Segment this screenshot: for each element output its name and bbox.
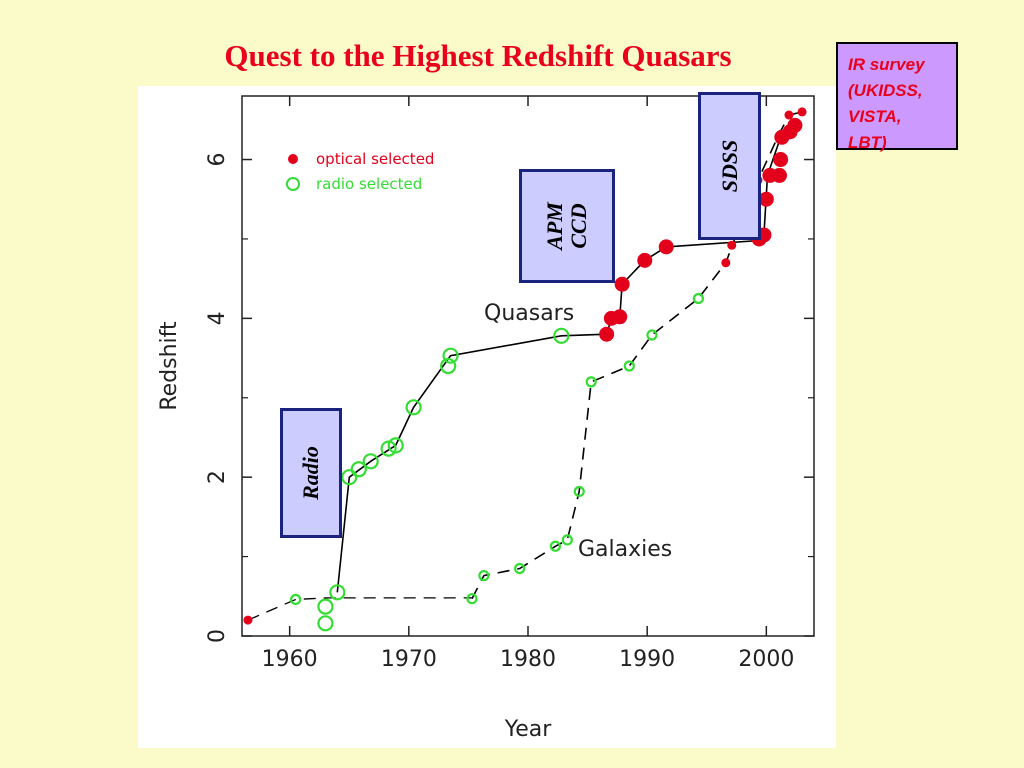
x-axis-label: Year	[504, 717, 553, 742]
radio-point	[440, 357, 457, 375]
y-tick-label: 2	[205, 470, 230, 484]
optical-point	[727, 240, 737, 250]
ir-note-line: VISTA,	[848, 107, 902, 126]
radio-era-label: Radio	[298, 446, 323, 500]
optical-point	[721, 258, 731, 268]
radio-point	[317, 598, 334, 615]
optical-point	[784, 110, 794, 120]
ir-note-line: (UKIDSS,	[848, 81, 923, 100]
apm-label: APM	[542, 202, 567, 250]
ir-note-line: IR survey	[848, 55, 925, 74]
legend: optical selected radio selected	[286, 150, 434, 193]
optical-point	[771, 167, 787, 183]
radio-point	[317, 615, 334, 632]
early-track	[247, 597, 472, 621]
ir-survey-note: IR survey (UKIDSS, VISTA, LBT)	[836, 42, 958, 152]
optical-point	[758, 191, 774, 207]
radio-point	[290, 593, 302, 606]
optical-point	[637, 252, 653, 268]
apm-ccd-era-box: APM CCD	[519, 169, 615, 283]
x-tick-label: 1980	[500, 647, 556, 672]
galaxy-track	[471, 111, 803, 600]
radio-point	[553, 327, 570, 344]
y-axis-label: Redshift	[157, 321, 182, 411]
plot-panel: 1960 1970 1980 1990 2000 0 2 4 6 Year Redshift Q…	[138, 86, 836, 748]
ir-note-line: LBT)	[848, 133, 887, 152]
legend-optical-label: optical selected	[316, 150, 434, 168]
quasars-label: Quasars	[484, 301, 574, 326]
legend-optical-marker	[288, 154, 298, 164]
radio-point	[329, 584, 346, 601]
x-tick-label: 2000	[738, 647, 794, 672]
optical-point	[243, 615, 253, 625]
legend-radio-label: radio selected	[316, 175, 422, 193]
radio-point	[387, 437, 404, 454]
radio-point	[341, 469, 358, 486]
radio-era-box: Radio	[280, 408, 342, 538]
redshift-chart: 1960 1970 1980 1990 2000 0 2 4 6 Year Redshift Q…	[157, 95, 815, 742]
y-tick-label: 4	[205, 311, 230, 325]
radio-point	[478, 570, 490, 582]
radio-point	[692, 292, 705, 305]
radio-point	[585, 376, 597, 388]
ccd-label: CCD	[566, 203, 591, 249]
radio-point	[350, 461, 367, 478]
x-tick-label: 1970	[381, 647, 437, 672]
radio-point	[442, 347, 459, 364]
slide-title: Quest to the Highest Redshift Quasars	[224, 38, 732, 73]
axis-ticks: 1960 1970 1980 1990 2000 0 2 4 6	[205, 96, 814, 672]
radio-point	[573, 485, 585, 498]
radio-point	[362, 453, 379, 470]
optical-point	[599, 326, 615, 342]
optical-point	[658, 239, 674, 255]
optical-point	[797, 107, 807, 117]
axis-labels: Year Redshift Quasars Galaxies	[157, 301, 672, 742]
optical-point	[612, 309, 628, 325]
optical-point	[614, 276, 630, 292]
optical-point	[773, 152, 789, 168]
x-tick-label: 1990	[619, 647, 675, 672]
apm-ccd-era-label: APM CCD	[542, 202, 591, 250]
sdss-era-label: SDSS	[716, 139, 742, 193]
x-tick-label: 1960	[262, 647, 318, 672]
legend-radio-marker	[286, 177, 300, 191]
galaxies-label: Galaxies	[578, 537, 672, 562]
y-tick-label: 6	[205, 153, 230, 167]
radio-point	[380, 440, 397, 457]
sdss-era-box: SDSS	[698, 92, 761, 240]
optical-point	[787, 117, 803, 133]
radio-point	[514, 562, 526, 575]
y-tick-label: 0	[205, 629, 230, 643]
radio-point	[405, 399, 422, 416]
radio-point	[466, 593, 478, 605]
radio-point	[623, 360, 635, 372]
radio-point	[561, 534, 573, 546]
radio-point	[646, 329, 658, 341]
radio-point	[549, 540, 562, 552]
